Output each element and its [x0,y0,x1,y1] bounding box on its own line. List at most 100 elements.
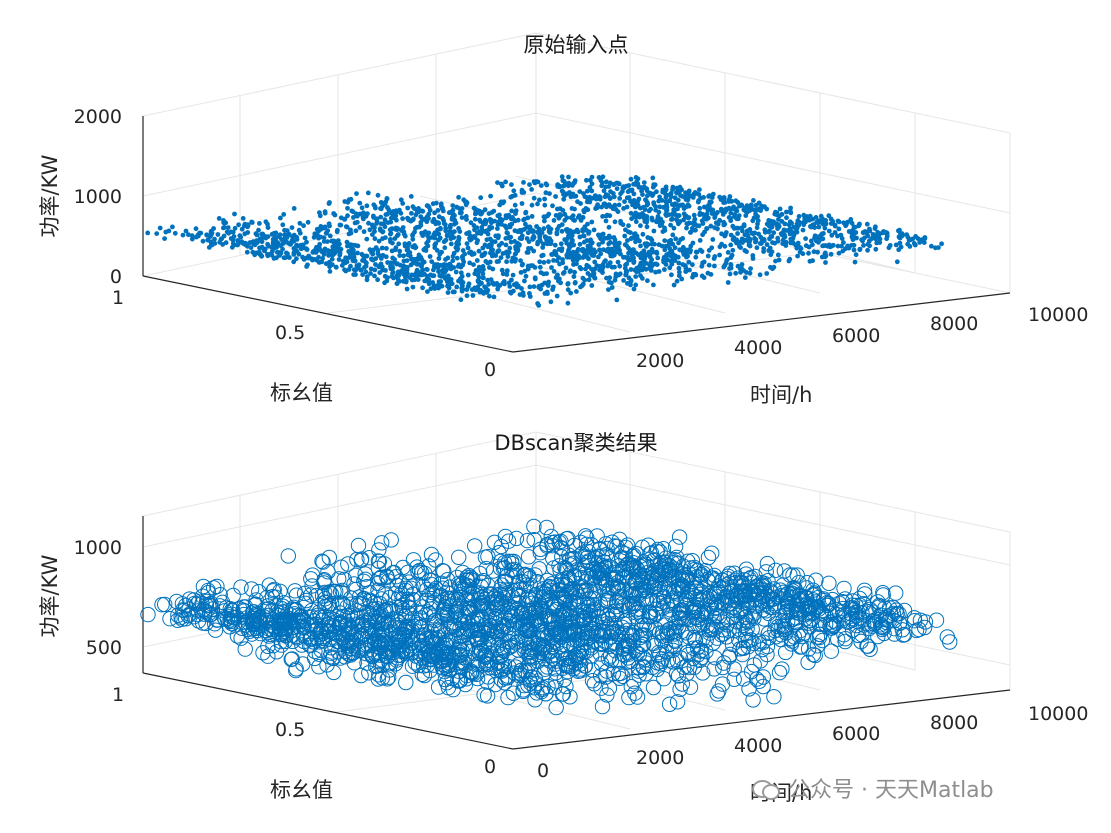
scatter-point [256,227,261,233]
scatter-point [543,235,548,241]
scatter-point [434,200,439,206]
scatter-point [586,229,592,235]
scatter-point [836,580,852,597]
scatter-point [764,271,770,276]
scatter-point [444,232,450,238]
scatter-point [344,239,350,245]
scatter-point [710,237,716,242]
scatter-point [467,260,473,266]
scatter-point [529,214,535,219]
scatter-point [232,225,238,231]
scatter-point [877,240,883,246]
scatter-point [394,281,400,286]
scatter-point [277,232,283,238]
scatter-point [475,238,480,243]
scatter-point [566,243,572,248]
scatter-point [910,236,915,242]
scatter-point [733,198,739,204]
scatter-point [747,237,753,243]
scatter-point [861,243,866,248]
scatter-point [400,216,405,222]
scatter-point [743,213,749,219]
scatter-point [479,225,485,230]
scatter-point [405,215,410,221]
scatter-point [669,272,674,278]
scatter-point [574,289,579,294]
scatter-point [899,231,905,237]
scatter-point [663,262,669,267]
scatter-point [306,253,312,259]
scatter-point [420,208,426,214]
scatter-point [285,233,291,238]
scatter-point [552,242,558,248]
scatter-point [527,284,533,290]
scatter-point [568,231,573,237]
scatter-point [265,241,270,247]
scatter-point [666,239,672,244]
scatter-point [617,196,623,201]
scatter-point [162,236,168,242]
scatter-point [607,260,613,265]
scatter-point [762,229,768,235]
scatter-point [323,261,329,267]
scatter-point [508,530,525,547]
scatter-point [849,234,855,240]
scatter-point [661,257,666,263]
scatter-point [313,231,318,237]
scatter-point [580,281,586,287]
scatter-point [487,236,493,242]
scatter-point [631,259,637,264]
scatter-point [372,225,377,231]
scatter-point [496,219,502,225]
scatter-point [580,227,585,233]
scatter-point [757,272,763,278]
scatter-point [373,205,378,211]
scatter-point [360,272,365,277]
scatter-point [450,207,456,213]
scatter-point [712,254,718,259]
scatter-point [920,237,926,243]
scatter-point [647,190,653,196]
scatter-point [497,202,503,208]
scatter-point [440,680,457,696]
scatter-point [656,671,672,687]
scatter-point [657,204,663,210]
scatter-point [612,219,618,225]
scatter-point [545,283,551,288]
scatter-point [599,264,605,269]
scatter-point [327,233,333,239]
scatter-point [500,251,506,256]
scatter-point [567,269,573,274]
scatter-point [675,186,681,192]
scatter-point [406,241,412,246]
scatter-point [331,246,337,252]
scatter-point [375,277,380,283]
grid-lines [142,431,1011,730]
scatter-point [537,259,543,265]
scatter-point [651,183,657,189]
scatter-point [806,250,811,256]
scatter-point [554,231,560,237]
scatter-point [350,537,367,554]
scatter-point [486,226,492,232]
scatter-point [294,256,299,262]
scatter-point [518,270,524,275]
scatter-point [548,299,554,305]
scatter-point [719,231,724,237]
scatter-point [283,255,288,260]
scatter-point [527,294,533,299]
scatter-point [414,209,420,215]
scatter-point [728,210,734,216]
scatter-point [526,224,532,230]
scatter-point [453,220,459,226]
scatter-point [500,280,506,286]
scatter-point [578,201,583,206]
scatter-point [738,245,743,251]
scatter-point [621,278,626,283]
scatter-point [163,229,169,235]
scatter-point [408,194,414,199]
scatter-point [839,236,845,241]
scatter-point [624,261,630,267]
scatter-point [706,248,712,253]
scatter-point [297,220,303,226]
